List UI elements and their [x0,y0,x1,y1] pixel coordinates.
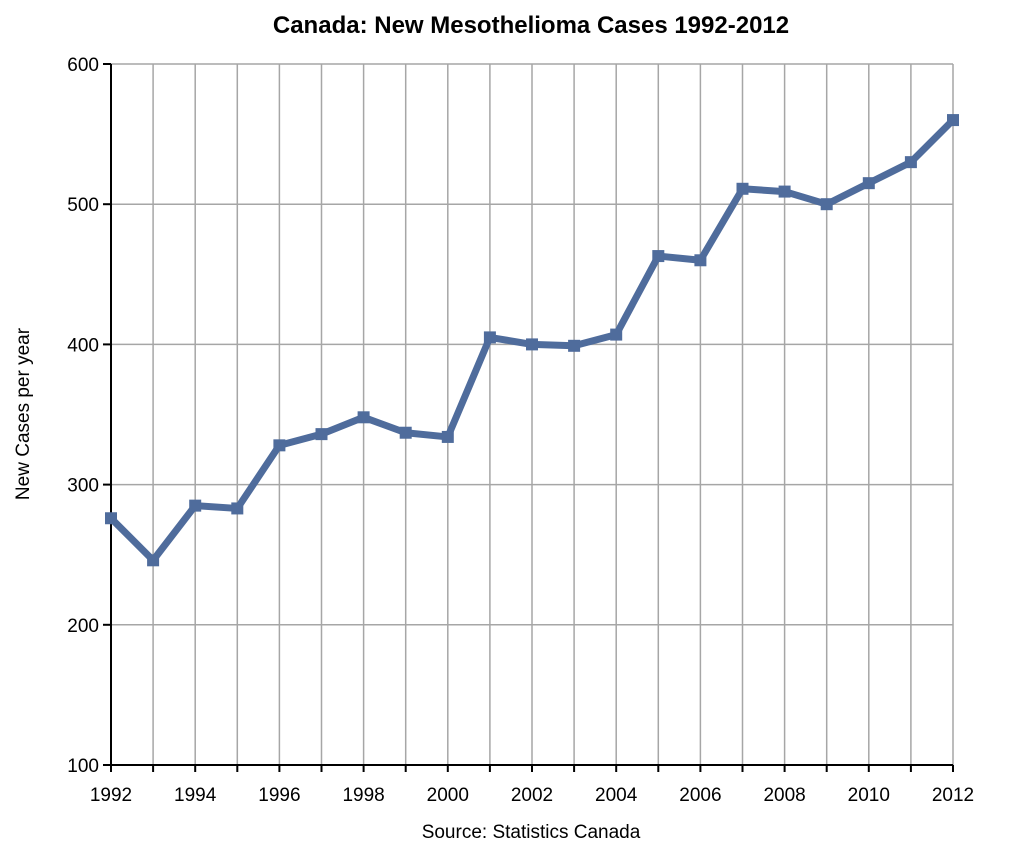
chart-title: Canada: New Mesothelioma Cases 1992-2012 [273,12,789,39]
data-point-marker [147,554,160,567]
data-point-marker [652,250,665,263]
x-tick-label: 2010 [848,785,890,806]
x-tick-label: 2002 [511,785,553,806]
data-point-marker [526,338,538,351]
x-tick-label: 2006 [679,785,721,806]
data-point-marker [862,177,875,190]
data-point-marker [820,198,833,211]
x-tick-label: 1992 [90,785,132,806]
x-tick-label: 1996 [258,785,300,806]
y-tick-label: 100 [67,756,99,777]
data-point-marker [483,331,496,344]
data-point-marker [736,182,749,195]
data-point-marker [399,426,412,439]
data-point-marker [315,428,328,441]
x-tick-label: 1994 [174,785,217,806]
data-point-marker [189,499,202,512]
data-point-marker [778,185,791,198]
x-tick-label: 1998 [342,785,384,806]
axes [103,63,954,772]
data-point-marker [568,339,581,352]
x-tick-label: 2008 [763,785,805,806]
grid-lines [111,63,954,765]
y-axis-label: New Cases per year [13,327,34,500]
data-point-marker [441,430,454,443]
x-tick-labels: 1992 1994 1996 1998 2000 2002 2004 2006 2008 2010… [90,785,974,806]
chart-source: Source: Statistics Canada [422,822,641,843]
y-tick-labels: 100 200 300 400 500 600 [67,55,99,777]
x-tick-label: 2012 [932,785,974,806]
data-point-marker [694,254,707,267]
data-point-marker [273,439,286,452]
y-tick-label: 600 [67,55,99,76]
data-point-marker [231,502,244,515]
x-tick-label: 2004 [595,785,638,806]
y-tick-label: 500 [67,195,99,216]
data-point-marker [947,114,959,127]
y-tick-label: 200 [67,616,99,637]
data-point-marker [357,411,370,424]
data-point-marker [610,328,623,341]
y-tick-label: 300 [67,476,99,497]
data-point-marker [105,512,117,525]
x-tick-label: 2000 [427,785,469,806]
data-point-marker [904,156,917,169]
series-group [105,114,959,567]
y-tick-label: 400 [67,335,99,356]
